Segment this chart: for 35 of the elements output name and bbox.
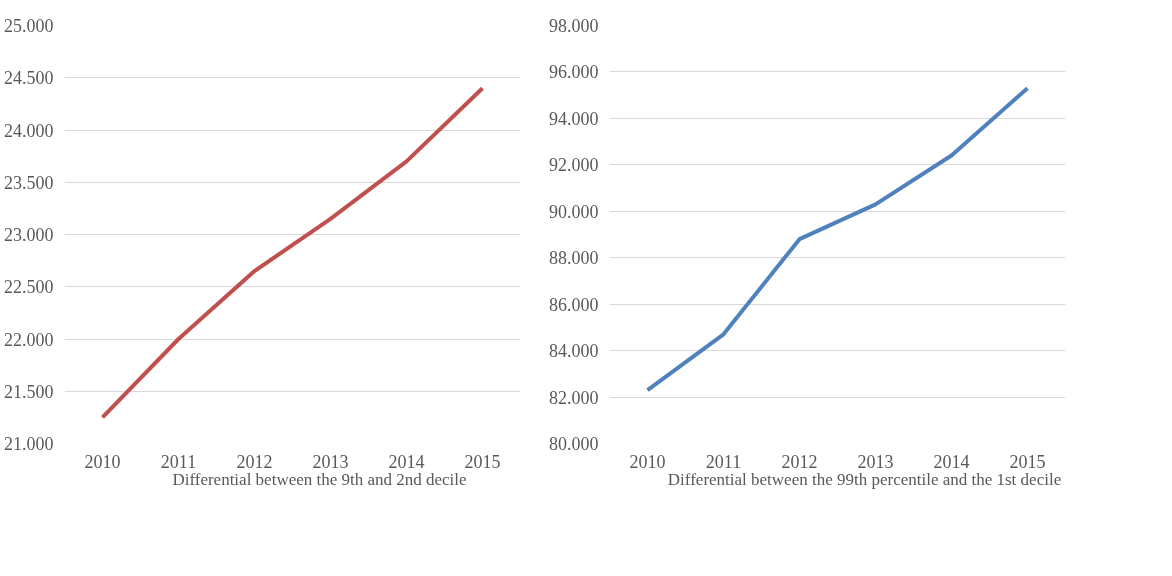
x-tick-label: 2012 (781, 451, 818, 472)
y-tick-label: 21.500 (4, 381, 54, 402)
y-tick-label: 82.000 (549, 387, 599, 408)
x-tick-label: 2012 (236, 451, 273, 472)
y-tick-label: 24.000 (4, 120, 54, 141)
x-tick-label: 2010 (629, 451, 666, 472)
y-tick-label: 96.000 (549, 62, 599, 83)
y-tick-label: 86.000 (549, 294, 599, 315)
x-tick-label: 2013 (857, 451, 894, 472)
y-tick-label: 22.500 (4, 277, 54, 298)
text: Differential between the 9th and 2nd decile (172, 470, 467, 490)
y-tick-label: 22.000 (4, 329, 54, 350)
x-tick-label: 2014 (388, 451, 425, 472)
y-tick-label: 94.000 (549, 108, 599, 129)
y-tick-label: 21.000 (4, 434, 54, 454)
y-tick-label: 84.000 (549, 341, 599, 362)
line-series (100, 86, 485, 420)
y-tick-label: 23.500 (4, 172, 54, 193)
y-tick-label: 23.000 (4, 225, 54, 245)
y-tick-label: 25.000 (4, 16, 54, 36)
x-tick-label: 2015 (1009, 451, 1046, 472)
x-tick-label: 2011 (160, 451, 197, 472)
text: Differential between the 99th percentile and the 1st decile (667, 470, 1062, 490)
y-tick-label: 80.000 (549, 434, 599, 454)
x-tick-label: 2014 (933, 451, 970, 472)
y-tick-label: 98.000 (549, 16, 599, 36)
y-tick-label: 92.000 (549, 155, 599, 176)
y-tick-label: 90.000 (549, 201, 599, 222)
y-tick-label: 24.500 (4, 68, 54, 89)
x-tick-label: 2010 (84, 451, 121, 472)
x-tick-label: 2015 (464, 451, 501, 472)
x-tick-label: 2011 (705, 451, 742, 472)
y-tick-label: 88.000 (549, 248, 599, 269)
line-series (645, 86, 1030, 393)
x-tick-label: 2013 (312, 451, 349, 472)
